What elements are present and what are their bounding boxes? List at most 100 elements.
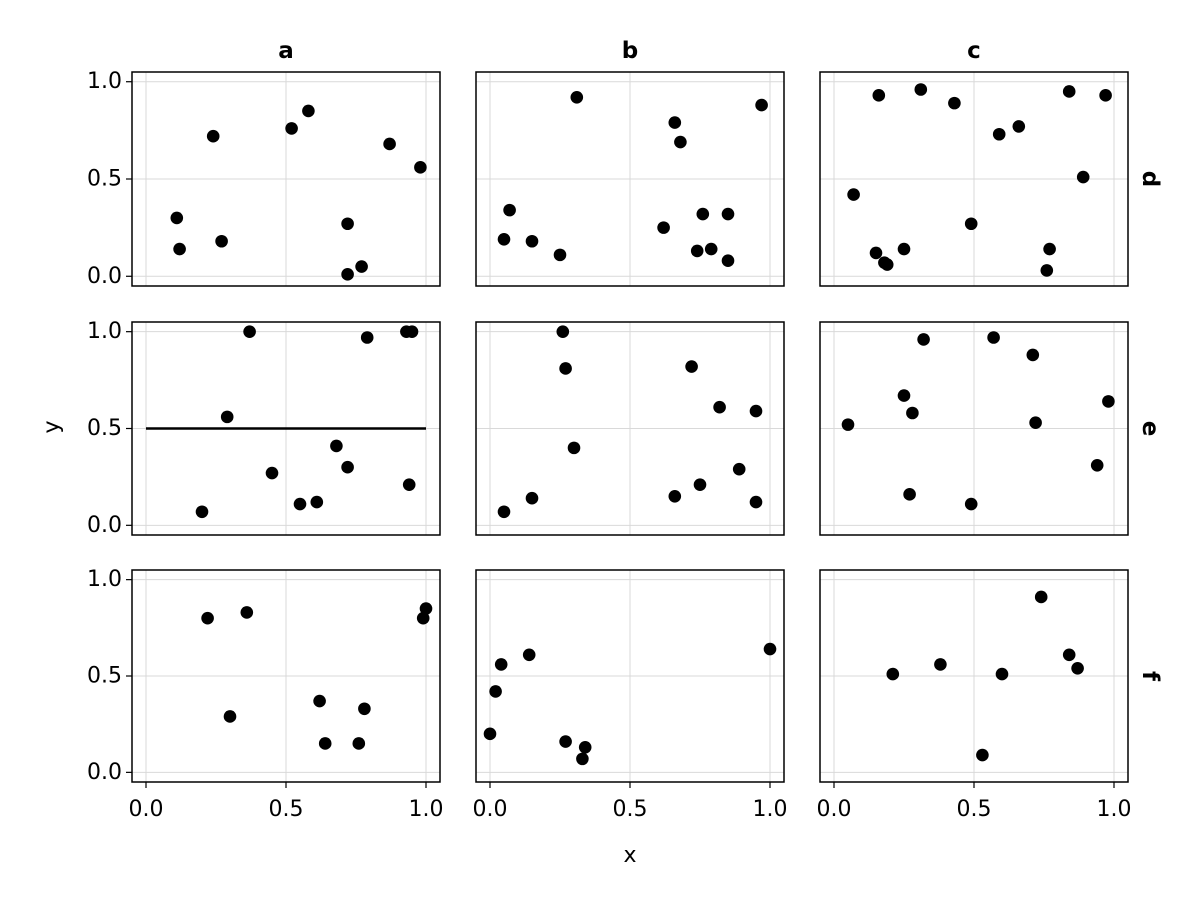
data-point — [1034, 590, 1048, 604]
row-label-e: e — [1137, 421, 1163, 437]
data-point — [243, 325, 256, 338]
data-point — [1102, 395, 1115, 408]
data-point — [206, 129, 220, 143]
panel-e-a: 0.0 0.5 1.0 — [87, 319, 441, 538]
data-point — [497, 505, 511, 519]
panel-frame — [475, 71, 785, 287]
data-point — [1090, 458, 1104, 472]
data-point — [195, 505, 209, 519]
x-tick-label: 0.0 — [817, 797, 852, 822]
x-tick-label: 0.0 — [129, 797, 164, 822]
data-point — [360, 331, 374, 344]
data-point — [690, 244, 704, 258]
data-point — [483, 727, 497, 741]
data-point — [503, 203, 516, 217]
panel-d-b — [475, 71, 785, 287]
data-point — [1029, 416, 1042, 429]
data-point — [302, 104, 315, 118]
panel-frame — [819, 71, 1129, 287]
x-tick-label: 1.0 — [1097, 797, 1132, 822]
panel-e-b — [475, 321, 785, 536]
data-point — [721, 207, 735, 221]
panel-d-a: 0.0 0.5 1.0 — [87, 69, 441, 289]
panel-f-b: 0.0 0.5 1.0 — [473, 569, 788, 822]
data-point — [578, 741, 592, 754]
data-point — [713, 400, 726, 414]
data-point — [897, 389, 911, 402]
data-point — [559, 735, 572, 748]
data-point — [173, 242, 186, 256]
data-point — [215, 234, 228, 248]
x-tick-label: 1.0 — [409, 797, 444, 822]
y-tick-label: 0.0 — [87, 513, 122, 538]
data-point — [497, 233, 511, 246]
data-point — [553, 248, 567, 262]
data-point — [976, 748, 989, 762]
data-point — [674, 135, 687, 149]
panel-frame — [819, 321, 1129, 536]
data-point — [995, 667, 1009, 681]
y-tick-label: 0.0 — [87, 760, 122, 785]
data-point — [880, 258, 894, 271]
y-tick-label: 0.0 — [87, 264, 122, 289]
data-point — [223, 710, 237, 723]
y-tick-label: 1.0 — [87, 69, 122, 94]
data-point — [570, 90, 584, 104]
data-point — [220, 410, 234, 424]
data-point — [1062, 648, 1076, 662]
data-point — [494, 658, 508, 671]
data-point — [903, 488, 916, 501]
data-point — [567, 441, 581, 455]
data-point — [419, 602, 433, 615]
y-tick-label: 1.0 — [87, 319, 122, 344]
data-point — [685, 360, 698, 373]
panel-d-c — [819, 71, 1129, 287]
data-point — [416, 611, 430, 625]
data-point — [964, 497, 978, 511]
data-point — [897, 242, 911, 256]
data-point — [330, 439, 343, 453]
data-point — [847, 188, 860, 201]
data-point — [522, 648, 536, 662]
data-point — [201, 611, 214, 625]
data-point — [914, 83, 928, 96]
data-point — [414, 161, 427, 174]
data-point — [992, 127, 1006, 141]
data-point — [657, 221, 670, 234]
column-label-c: c — [967, 38, 981, 64]
data-point — [1062, 85, 1076, 98]
data-point — [696, 207, 710, 221]
data-point — [293, 497, 307, 511]
data-point — [721, 254, 735, 268]
x-axis-title: x — [623, 843, 636, 868]
x-tick-label: 0.5 — [613, 797, 648, 822]
data-point — [732, 462, 746, 476]
data-point — [355, 260, 368, 273]
data-point — [964, 217, 978, 231]
data-point — [668, 489, 682, 503]
data-point — [886, 667, 900, 681]
data-point — [668, 116, 682, 129]
data-point — [341, 217, 354, 231]
row-label-d: d — [1137, 171, 1163, 187]
data-point — [749, 404, 763, 418]
y-tick-label: 0.5 — [87, 664, 122, 689]
y-tick-label: 0.5 — [87, 416, 122, 441]
data-point — [310, 495, 324, 509]
data-point — [749, 495, 763, 509]
data-point — [1099, 89, 1112, 102]
data-point — [358, 702, 371, 716]
data-point — [525, 491, 539, 505]
y-tick-label: 1.0 — [87, 567, 122, 592]
data-point — [265, 466, 279, 480]
row-label-f: f — [1137, 671, 1163, 682]
y-tick-label: 0.5 — [87, 167, 122, 192]
data-point — [405, 325, 419, 338]
column-label-b: b — [622, 38, 638, 64]
data-point — [576, 752, 589, 766]
data-point — [1071, 661, 1084, 675]
data-point — [489, 685, 502, 698]
x-tick-label: 0.5 — [957, 797, 992, 822]
data-point — [693, 478, 707, 491]
